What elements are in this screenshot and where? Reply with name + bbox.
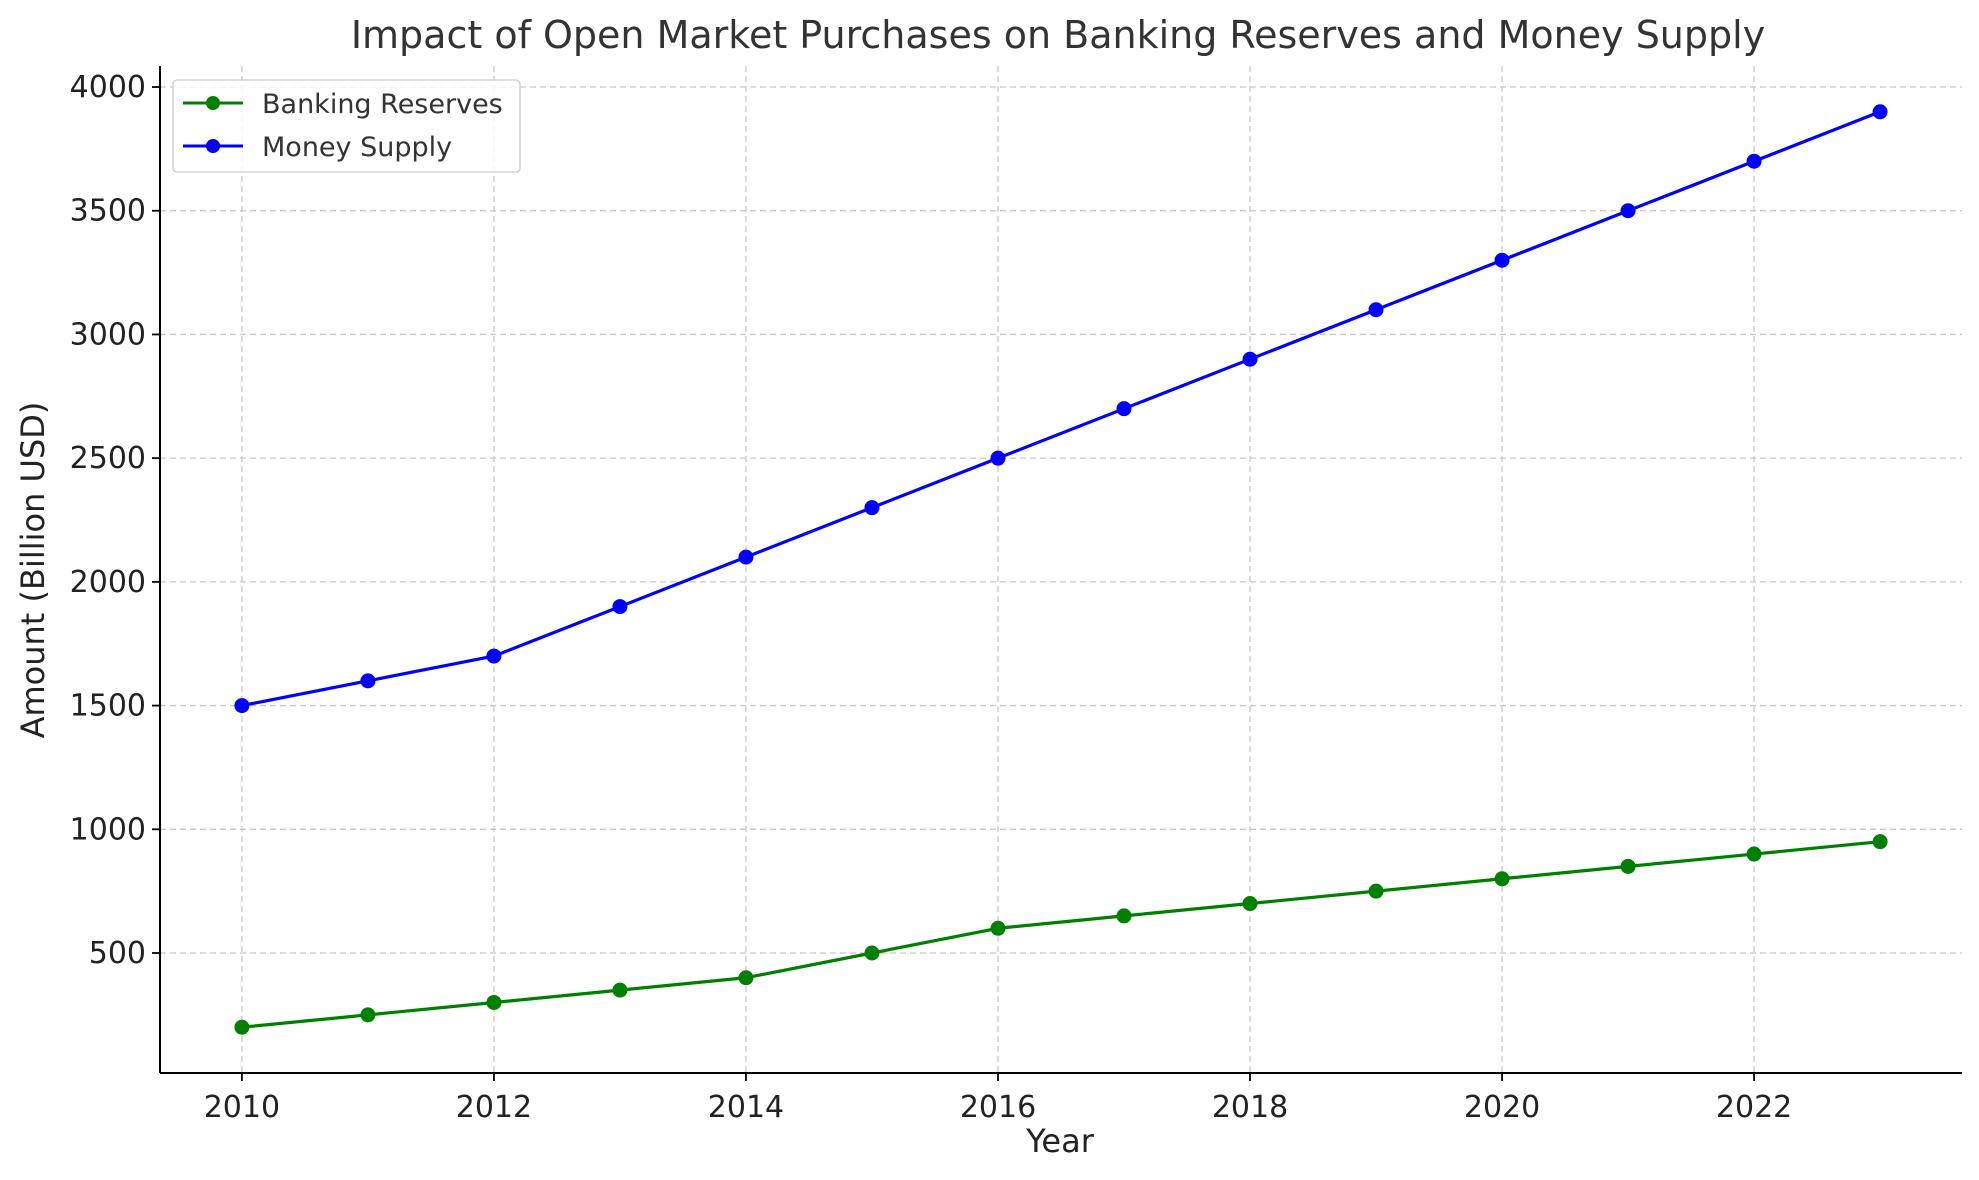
ticks: 2010 2012 2014 2016 2018 2020 2022 500 1000 1500 2…: [70, 70, 1793, 1125]
legend-box: [172, 79, 521, 173]
y-tick-label: 3500: [70, 194, 146, 229]
data-point-banking-reserves: [360, 1007, 376, 1023]
data-point-money-supply: [234, 698, 250, 714]
data-point-banking-reserves: [864, 945, 880, 961]
x-tick-label: 2010: [204, 1090, 280, 1125]
chart-title: Impact of Open Market Purchases on Banki…: [351, 13, 1765, 57]
data-point-money-supply: [1242, 351, 1258, 367]
data-point-banking-reserves: [1368, 883, 1384, 899]
data-point-money-supply: [1494, 252, 1510, 268]
data-point-banking-reserves: [1242, 896, 1258, 912]
y-tick-label: 2500: [70, 441, 146, 476]
data-point-money-supply: [990, 450, 1006, 466]
y-tick-label: 1000: [70, 812, 146, 847]
x-tick-label: 2020: [1464, 1090, 1540, 1125]
series-money-supply: [234, 104, 1888, 714]
legend: Banking Reserves Money Supply: [172, 79, 521, 173]
data-point-banking-reserves: [1116, 908, 1132, 924]
data-point-money-supply: [486, 648, 502, 664]
y-axis-label: Amount (Billion USD): [14, 402, 52, 739]
y-tick-label: 500: [89, 936, 146, 971]
x-tick-label: 2022: [1716, 1090, 1792, 1125]
legend-marker-money-supply: [206, 139, 220, 153]
series-line-banking-reserves: [240, 840, 1882, 1029]
series-banking-reserves: [234, 834, 1888, 1035]
data-point-money-supply: [738, 549, 754, 565]
data-point-banking-reserves: [1872, 834, 1888, 850]
legend-label-banking-reserves: Banking Reserves: [262, 89, 503, 120]
data-point-banking-reserves: [486, 994, 502, 1010]
data-point-banking-reserves: [1494, 871, 1510, 887]
data-point-banking-reserves: [1620, 858, 1636, 874]
x-axis-label: Year: [1025, 1122, 1095, 1160]
data-point-money-supply: [612, 599, 628, 615]
y-tick-label: 3000: [70, 317, 146, 352]
data-point-money-supply: [1746, 153, 1762, 169]
x-tick-label: 2018: [1212, 1090, 1288, 1125]
axes: [159, 66, 1962, 1074]
data-point-money-supply: [1872, 104, 1888, 120]
legend-marker-banking-reserves: [206, 96, 220, 110]
data-point-banking-reserves: [612, 982, 628, 998]
data-point-banking-reserves: [1746, 846, 1762, 862]
grid: [160, 66, 1962, 1073]
y-tick-label: 1500: [70, 689, 146, 724]
data-point-money-supply: [1368, 302, 1384, 318]
x-tick-label: 2014: [708, 1090, 784, 1125]
y-tick-label: 2000: [70, 565, 146, 600]
series-line-money-supply: [240, 110, 1882, 708]
legend-label-money-supply: Money Supply: [262, 132, 452, 163]
data-point-money-supply: [360, 673, 376, 689]
data-point-money-supply: [1116, 401, 1132, 417]
data-point-banking-reserves: [738, 970, 754, 986]
data-point-money-supply: [864, 500, 880, 516]
x-tick-label: 2012: [456, 1090, 532, 1125]
x-tick-label: 2016: [960, 1090, 1036, 1125]
data-point-banking-reserves: [234, 1019, 250, 1035]
data-point-banking-reserves: [990, 920, 1006, 936]
series-layer: [234, 104, 1888, 1035]
data-point-money-supply: [1620, 203, 1636, 219]
y-tick-label: 4000: [70, 70, 146, 105]
